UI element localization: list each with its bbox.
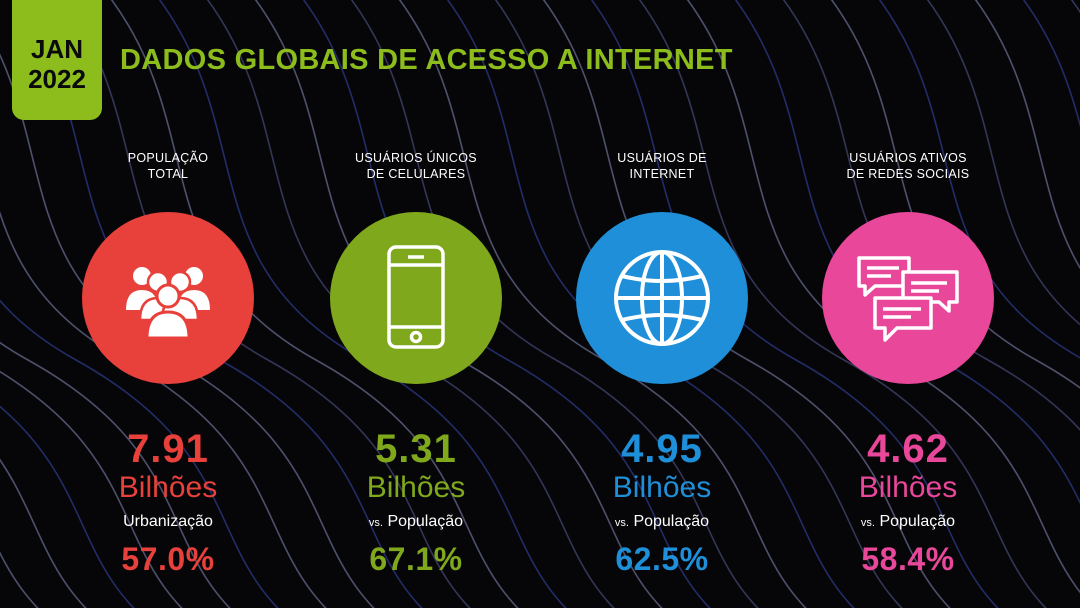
background-wave-line bbox=[878, 0, 1080, 359]
stat-label-line1: POPULAÇÃO bbox=[127, 151, 209, 165]
stat-value: 4.95 bbox=[621, 427, 703, 471]
background-wave-line bbox=[590, 0, 999, 608]
background-wave-line bbox=[0, 405, 135, 608]
stat-sub-prefix: vs. bbox=[860, 517, 875, 529]
stat-sub: vs. População bbox=[296, 512, 536, 533]
stat-label-line1: USUÁRIOS ATIVOS bbox=[849, 151, 967, 165]
stat-sub-label: População bbox=[879, 513, 956, 530]
stat-value: 7.91 bbox=[127, 427, 209, 471]
background-wave-line bbox=[542, 0, 951, 608]
stat-label: USUÁRIOS ATIVOS DE REDES SOCIAIS bbox=[788, 150, 1028, 186]
stat-social-users: USUÁRIOS ATIVOS DE REDES SOCIAIS 4.62 Bi… bbox=[788, 150, 1028, 577]
stat-label-line2: INTERNET bbox=[629, 167, 695, 181]
stat-percent: 58.4% bbox=[861, 541, 955, 577]
stat-sub: vs. População bbox=[788, 512, 1028, 533]
background-wave-line bbox=[0, 299, 279, 608]
background-wave-line bbox=[62, 0, 471, 608]
background-wave-line bbox=[110, 0, 519, 608]
background-wave-line bbox=[1022, 0, 1080, 128]
stat-percent: 67.1% bbox=[369, 541, 463, 577]
stat-label: USUÁRIOS ÚNICOS DE CELULARES bbox=[296, 150, 536, 186]
stat-sub: Urbanização bbox=[48, 512, 288, 533]
stat-label-line2: DE CELULARES bbox=[366, 167, 466, 181]
stat-unit: Bilhões bbox=[858, 471, 958, 504]
background-wave-line bbox=[830, 0, 1080, 389]
background-wave-line bbox=[0, 551, 39, 608]
stat-percent: 57.0% bbox=[121, 541, 215, 577]
stat-sub-prefix: vs. bbox=[614, 517, 629, 529]
stat-label-line1: USUÁRIOS DE bbox=[617, 151, 707, 165]
stat-label-line1: USUÁRIOS ÚNICOS bbox=[355, 151, 477, 165]
background-wave-line bbox=[782, 0, 1080, 431]
stat-label-line2: TOTAL bbox=[147, 167, 189, 181]
background-wave-line bbox=[638, 0, 1047, 608]
stat-sub: vs. População bbox=[542, 512, 782, 533]
stat-mobile-users: USUÁRIOS ÚNICOS DE CELULARES 5.31 Bilhõe… bbox=[296, 150, 536, 577]
background-wave-line bbox=[926, 0, 1080, 326]
stat-internet-users: USUÁRIOS DE INTERNET 4.95 Bilhões vs. Po… bbox=[542, 150, 782, 577]
people-group-icon bbox=[82, 212, 254, 384]
badge-year: 2022 bbox=[28, 64, 86, 94]
background-wave-line bbox=[0, 370, 183, 608]
date-badge: JAN 2022 bbox=[12, 0, 102, 120]
stat-sub-label: População bbox=[387, 513, 464, 530]
stat-population: POPULAÇÃO TOTAL 7.91 Bilhões Urbanização… bbox=[48, 150, 288, 577]
stat-label-line2: DE REDES SOCIAIS bbox=[846, 167, 970, 181]
stat-value: 4.62 bbox=[867, 427, 949, 471]
stat-unit: Bilhões bbox=[366, 471, 466, 504]
globe-icon bbox=[576, 212, 748, 384]
stat-label: POPULAÇÃO TOTAL bbox=[48, 150, 288, 186]
chat-bubbles-icon bbox=[822, 212, 994, 384]
stat-label: USUÁRIOS DE INTERNET bbox=[542, 150, 782, 186]
background-wave-line bbox=[302, 0, 711, 608]
background-wave-line bbox=[974, 0, 1080, 269]
background-wave-line bbox=[350, 0, 759, 608]
background-wave-line bbox=[0, 341, 231, 608]
stat-value: 5.31 bbox=[375, 427, 457, 471]
stat-unit: Bilhões bbox=[612, 471, 712, 504]
badge-month: JAN bbox=[30, 34, 83, 64]
stat-sub-label: População bbox=[633, 513, 710, 530]
stat-unit: Bilhões bbox=[118, 471, 218, 504]
background-wave-line bbox=[0, 458, 87, 608]
stat-percent: 62.5% bbox=[615, 541, 709, 577]
stat-sub-label: Urbanização bbox=[123, 513, 213, 530]
page-title: DADOS GLOBAIS DE ACESSO A INTERNET bbox=[120, 44, 733, 76]
mobile-phone-icon bbox=[330, 212, 502, 384]
stat-sub-prefix: vs. bbox=[368, 517, 383, 529]
